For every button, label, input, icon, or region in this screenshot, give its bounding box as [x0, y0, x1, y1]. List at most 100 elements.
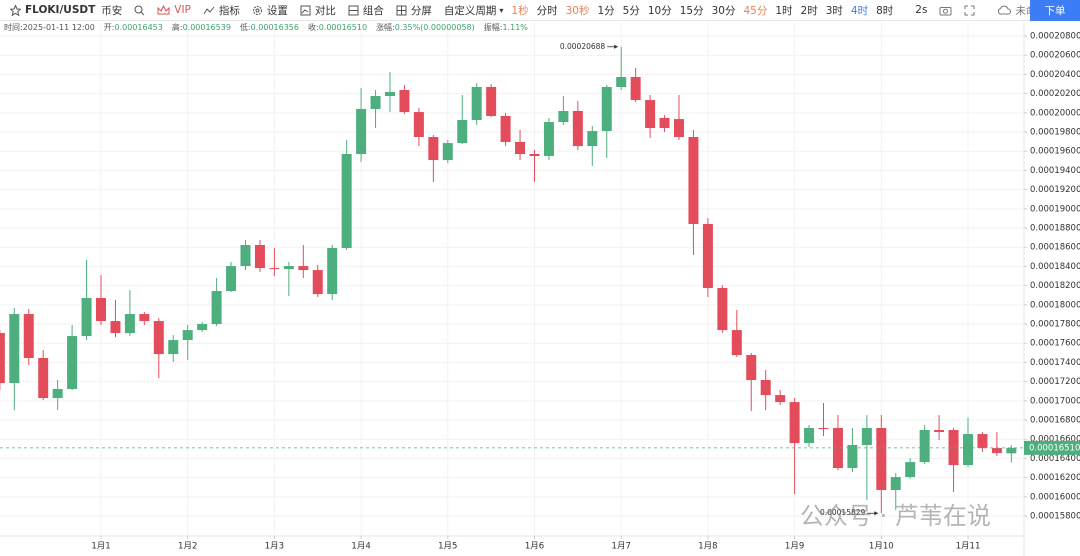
candle-body: [543, 122, 554, 157]
custom-period[interactable]: 自定义周期 ▾: [444, 3, 504, 18]
interval[interactable]: 5分: [622, 4, 640, 17]
y-tick-label: 0.00019800: [1030, 128, 1080, 138]
candle-body: [356, 108, 367, 155]
candle-body: [861, 427, 872, 445]
camera-icon: [939, 6, 952, 15]
candle-body: [890, 477, 901, 491]
candle-body: [746, 355, 757, 380]
candle-body: [413, 112, 424, 138]
split[interactable]: 分屏: [396, 3, 432, 18]
candle-body: [1006, 447, 1017, 454]
candle-body: [457, 120, 468, 144]
candle-body: [572, 110, 583, 147]
info-label: 振幅:: [483, 23, 503, 32]
interval[interactable]: 分时: [536, 4, 558, 17]
y-tick-label: 0.00020000: [1030, 108, 1080, 118]
interval[interactable]: 10分: [647, 4, 672, 17]
candle-body: [731, 330, 742, 356]
split-label: 分屏: [410, 4, 432, 17]
interval[interactable]: 30分: [711, 4, 736, 17]
y-tick-label: 0.00017800: [1030, 320, 1080, 330]
y-tick-label: 0.00020200: [1030, 89, 1080, 99]
candle-body: [717, 288, 728, 331]
y-tick-label: 0.00016200: [1030, 473, 1080, 483]
combine-label: 组合: [362, 4, 384, 17]
watermark: 公众号 · 芦苇在说: [800, 502, 991, 530]
candle-body: [399, 89, 410, 113]
combine[interactable]: 组合: [348, 3, 384, 18]
info-label: 开:: [103, 23, 115, 32]
interval[interactable]: 45分: [743, 4, 768, 17]
symbol-name: FLOKI/USDT: [25, 4, 96, 16]
interval[interactable]: 8时: [876, 4, 894, 17]
fullscreen[interactable]: [964, 5, 975, 16]
info-label: 涨幅:: [376, 23, 395, 32]
interval[interactable]: 3时: [825, 4, 843, 17]
camera[interactable]: [939, 5, 952, 16]
compare[interactable]: 对比: [300, 3, 336, 18]
x-tick-label: 1月11: [956, 542, 981, 552]
settings[interactable]: 设置: [252, 3, 288, 18]
info-value: 0.35%(0.00000058): [394, 23, 475, 32]
interval[interactable]: 1秒: [511, 4, 529, 17]
annotation-label: 0.00020688: [560, 42, 606, 51]
candle-body: [428, 137, 439, 161]
y-tick-label: 0.00017600: [1030, 339, 1080, 349]
y-tick-label: 0.00018600: [1030, 243, 1080, 253]
candle-body: [659, 118, 670, 128]
y-tick-label: 0.00017400: [1030, 358, 1080, 368]
candle-body: [587, 131, 598, 147]
speed[interactable]: 2s: [915, 4, 927, 16]
y-tick-label: 0.00018200: [1030, 281, 1080, 291]
candle-body: [385, 91, 395, 97]
candle-body: [905, 462, 916, 478]
candle-body: [226, 266, 237, 292]
candle-body: [471, 86, 482, 121]
annotation-label: 0.00015829: [820, 508, 866, 517]
ohlc-info: 时间:2025-01-11 12:00 开:0.00016453 高:0.00016…: [4, 22, 537, 33]
candle-body: [341, 154, 352, 248]
candle-body: [442, 143, 453, 161]
interval[interactable]: 15分: [679, 4, 704, 17]
candle-body: [948, 430, 959, 466]
last-price-box: [1024, 440, 1080, 455]
candle-body: [630, 77, 641, 101]
candle-body: [486, 86, 497, 116]
cloud-icon: [998, 5, 1012, 15]
candle-body: [298, 266, 309, 271]
interval[interactable]: 30秒: [565, 4, 590, 17]
vip[interactable]: VIP: [157, 4, 191, 16]
split-icon: [396, 5, 407, 15]
interval[interactable]: 1分: [597, 4, 615, 17]
interval[interactable]: 1时: [775, 4, 793, 17]
candle-body: [760, 379, 771, 396]
candle-body: [38, 358, 49, 399]
x-tick-label: 1月9: [785, 542, 804, 552]
y-tick-label: 0.00017200: [1030, 377, 1080, 387]
interval[interactable]: 4时: [850, 4, 869, 17]
search[interactable]: [134, 5, 145, 16]
order-button[interactable]: 下单: [1030, 0, 1080, 21]
candle-body: [67, 336, 78, 390]
y-tick-label: 0.00016800: [1030, 416, 1080, 426]
candle-body: [818, 427, 829, 430]
info-label: 低:: [239, 23, 251, 32]
info-label: 高:: [171, 23, 183, 32]
candle-body: [153, 321, 164, 355]
symbol[interactable]: FLOKI/USDT 币安: [10, 3, 122, 18]
exchange: 币安: [101, 4, 123, 17]
y-tick-label: 0.00017000: [1030, 396, 1080, 406]
candle-body: [601, 86, 612, 132]
indicators[interactable]: 指标: [203, 3, 240, 18]
x-tick-label: 1月10: [869, 542, 894, 552]
candle-body: [9, 314, 20, 384]
candle-body: [254, 245, 265, 269]
candle-body: [500, 115, 511, 143]
y-tick-label: 0.00018800: [1030, 224, 1080, 234]
y-tick-label: 0.00020400: [1030, 70, 1080, 80]
interval[interactable]: 2时: [800, 4, 818, 17]
candle-body: [269, 268, 280, 270]
y-tick-label: 0.00018400: [1030, 262, 1080, 272]
info-value: 0.00016453: [114, 23, 163, 32]
info-item: 涨幅:0.35%(0.00000058): [376, 22, 475, 33]
